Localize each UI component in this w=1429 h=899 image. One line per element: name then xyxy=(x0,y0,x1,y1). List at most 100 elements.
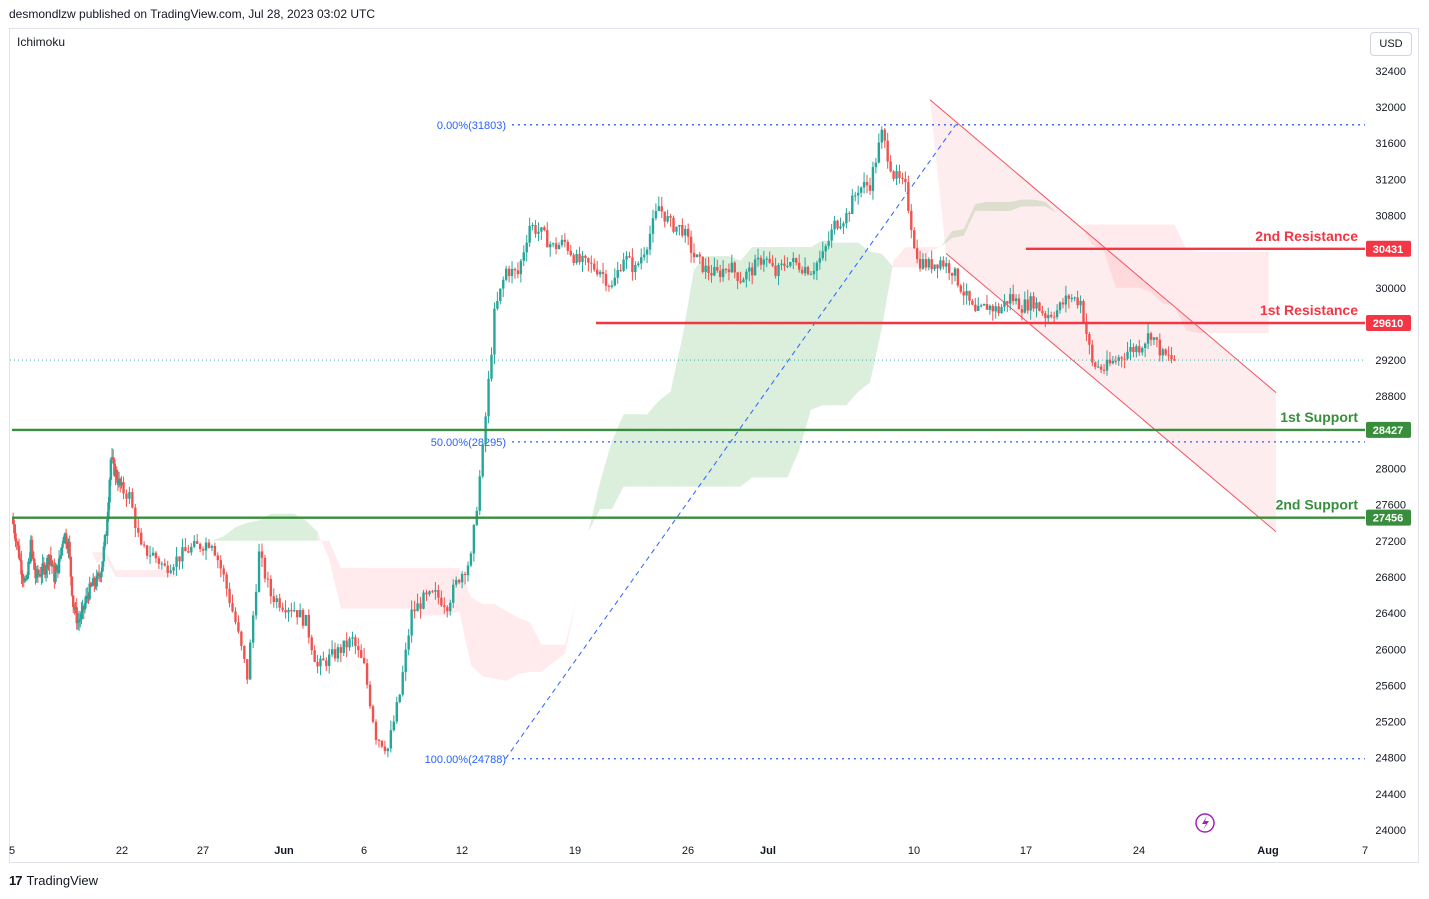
candle-body xyxy=(481,444,484,477)
candle-body xyxy=(298,610,302,618)
candle-body xyxy=(971,300,974,305)
cloud-segment xyxy=(787,247,800,478)
resistance-price-tag[interactable] xyxy=(1366,240,1411,257)
candle-body xyxy=(1155,337,1159,340)
resistance-price-tag[interactable] xyxy=(1366,314,1411,331)
support-price-label: 27456 xyxy=(1373,513,1404,525)
candle-body xyxy=(75,607,78,624)
candle-body xyxy=(789,262,792,266)
candle-body xyxy=(1052,316,1056,318)
candle-body xyxy=(16,542,20,546)
candle-body xyxy=(50,560,54,567)
candle-body xyxy=(434,590,437,592)
cloud-segment xyxy=(1080,224,1093,245)
candle-body xyxy=(386,748,390,752)
candle-body xyxy=(628,256,631,258)
support-price-tag[interactable] xyxy=(1366,421,1411,438)
price-axis[interactable]: 32400 32000 31600 31200 30800 30000 29200 28800… xyxy=(1375,66,1406,837)
x-tick-label: 5 xyxy=(9,845,15,857)
candle-body xyxy=(1035,302,1038,309)
time-axis[interactable]: 5 22 27 Jun 6 12 19 26 Jul 10 17 24 Aug 7 xyxy=(9,845,1368,857)
candle-body xyxy=(322,658,325,661)
fib-level-label: 100.00%(24788) xyxy=(425,754,506,766)
cloud-segment xyxy=(717,256,729,487)
candle-body xyxy=(254,591,258,616)
candle-body xyxy=(101,561,104,572)
candle-body xyxy=(213,545,217,556)
candle-body xyxy=(997,306,1000,314)
candle-body xyxy=(64,533,68,545)
candle-body xyxy=(154,552,158,559)
candle-body xyxy=(33,558,36,570)
candle-body xyxy=(698,254,702,257)
channel-lower-line[interactable] xyxy=(945,253,1277,533)
cloud-segment xyxy=(1186,249,1199,333)
candle-body xyxy=(730,262,734,273)
x-tick-label: 22 xyxy=(116,845,128,857)
candle-body xyxy=(216,555,220,561)
candle-body xyxy=(1129,347,1132,352)
candle-body xyxy=(1023,299,1027,313)
candle-body xyxy=(815,262,819,271)
cloud-segment xyxy=(564,599,577,654)
candle-body xyxy=(410,609,413,636)
candle-body xyxy=(460,573,464,583)
candle-body xyxy=(333,649,337,659)
candle-body xyxy=(913,230,916,249)
candle-body xyxy=(889,161,892,172)
candle-body xyxy=(502,279,505,289)
events[interactable] xyxy=(1195,813,1215,833)
cloud-segment xyxy=(223,527,236,541)
candle-body xyxy=(88,583,91,600)
cloud-segment xyxy=(810,240,823,410)
candle-body xyxy=(41,563,44,575)
currency-button[interactable]: USD xyxy=(1370,32,1412,56)
candle-body xyxy=(974,304,977,311)
candle-body xyxy=(137,527,140,533)
indicator-label[interactable]: Ichimoku xyxy=(17,35,66,49)
lightning-icon[interactable] xyxy=(1195,813,1215,833)
cloud-segment xyxy=(49,518,55,530)
candle-body xyxy=(371,706,375,722)
candle-body xyxy=(753,259,757,276)
candle-body xyxy=(1038,302,1041,311)
candle-body xyxy=(76,622,80,624)
candle-body xyxy=(792,258,795,263)
support-price-tag[interactable] xyxy=(1366,509,1411,526)
cloud-segment xyxy=(375,567,388,609)
footer-brand[interactable]: 17 TradingView xyxy=(9,873,98,888)
x-tick-label: 17 xyxy=(1020,845,1032,857)
cloud-segment xyxy=(387,567,400,609)
candle-body xyxy=(1061,302,1065,305)
candle-body xyxy=(904,178,907,183)
candle-body xyxy=(874,162,878,168)
candle-body xyxy=(593,263,596,270)
candle-body xyxy=(513,268,517,271)
fibonacci-retracement: 0.00%(31803) 50.00%(28295) 100.00%(24788) xyxy=(10,120,1365,766)
candle-body xyxy=(103,535,107,547)
candle-body xyxy=(877,142,881,163)
candle-body xyxy=(982,304,986,306)
cloud-segment xyxy=(670,337,683,487)
candle-body xyxy=(566,241,570,251)
candle-body xyxy=(195,541,199,544)
candle-body xyxy=(868,185,872,191)
candle-body xyxy=(62,537,65,544)
candle-body xyxy=(736,272,739,282)
fib-trend-line[interactable] xyxy=(505,124,957,760)
candle-body xyxy=(175,556,178,568)
candle-body xyxy=(293,610,296,612)
candle-body xyxy=(856,192,860,196)
cloud-segment xyxy=(893,247,906,268)
candle-body xyxy=(750,267,754,276)
candle-body xyxy=(821,251,824,259)
candle-body xyxy=(707,265,710,273)
candle-body xyxy=(83,603,87,610)
candle-body xyxy=(380,740,384,747)
candle-body xyxy=(407,635,410,650)
candle-body xyxy=(392,721,396,731)
channel-upper-line[interactable] xyxy=(929,99,1277,393)
candle-body xyxy=(803,267,807,274)
candle-body xyxy=(11,518,15,524)
